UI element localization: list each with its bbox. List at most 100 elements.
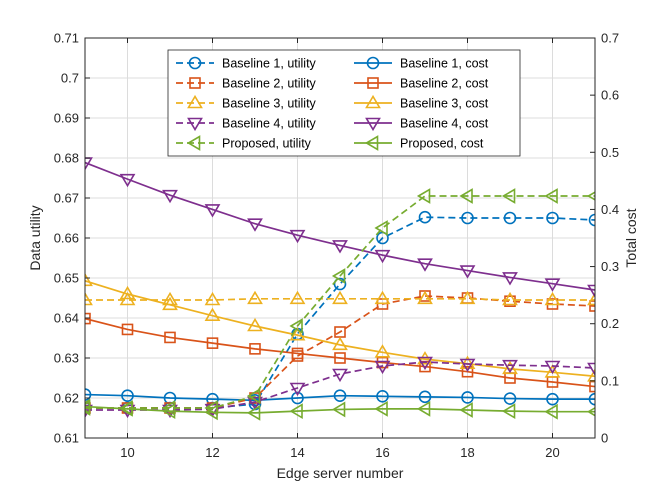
data-point (502, 272, 518, 286)
legend-label: Baseline 4, utility (222, 117, 317, 131)
data-point (501, 403, 516, 420)
legend-label: Proposed, utility (222, 137, 312, 151)
data-point (289, 403, 303, 420)
data-point (501, 188, 516, 204)
data-point (502, 359, 518, 374)
data-point (459, 358, 476, 373)
data-point (334, 352, 346, 364)
data-point (588, 392, 595, 406)
data-point (459, 188, 473, 204)
x-axis-label: Edge server number (277, 465, 404, 481)
series-baseline-1-cost (85, 388, 595, 407)
data-point (459, 290, 476, 305)
y-tick-label-left: 0.7 (61, 71, 79, 86)
legend-item: Baseline 1, utility (176, 57, 317, 71)
data-point (247, 396, 263, 411)
legend-item: Baseline 4, utility (176, 117, 317, 132)
data-point (332, 368, 348, 383)
data-point (586, 191, 595, 201)
data-point (586, 406, 595, 417)
legend-marker (365, 117, 381, 132)
data-point (589, 300, 595, 312)
series-proposed-cost (85, 398, 595, 421)
axes: 10 12 14 16 18 20 0.61 0.62 0.63 0.64 0.65 0.66 0.67… (54, 31, 619, 461)
data-point (332, 240, 348, 254)
data-point (544, 278, 561, 292)
data-point (121, 323, 134, 336)
data-point (289, 229, 306, 244)
series-line (85, 297, 595, 301)
data-point (291, 391, 304, 405)
y-axis-label-right: Total cost (623, 208, 639, 267)
data-point (374, 400, 388, 417)
data-point (587, 284, 595, 299)
y-tick-label-left: 0.65 (54, 271, 79, 286)
y-tick-label-left: 0.71 (54, 31, 79, 46)
data-point (85, 404, 93, 419)
legend-marker (188, 56, 202, 70)
data-point (461, 211, 474, 225)
data-point (164, 331, 176, 344)
legend-label: Baseline 3, utility (222, 97, 317, 111)
x-tick-label: 20 (545, 445, 559, 460)
series-line (85, 161, 595, 291)
data-point (119, 400, 133, 417)
data-point (161, 403, 176, 420)
y-tick-label-left: 0.61 (54, 431, 79, 446)
y-tick-label-left: 0.69 (54, 111, 79, 126)
data-point (249, 343, 261, 355)
data-point (247, 290, 263, 305)
data-point (588, 213, 595, 227)
x-tick-label: 16 (375, 445, 389, 460)
legend-item: Baseline 3, utility (176, 94, 317, 111)
data-point (546, 392, 559, 406)
x-tick-label: 12 (205, 445, 219, 460)
x-tick-label: 18 (460, 445, 474, 460)
data-point (85, 157, 93, 171)
y-tick-label-left: 0.68 (54, 151, 79, 166)
data-point (85, 398, 91, 415)
y-tick-label-right: 0.3 (601, 259, 619, 274)
data-point (503, 211, 517, 225)
data-point (374, 249, 391, 264)
data-point (289, 327, 306, 341)
data-point (502, 360, 518, 375)
data-point (418, 210, 432, 224)
data-point (333, 389, 347, 403)
legend-item: Proposed, utility (176, 135, 312, 151)
data-point (502, 291, 518, 306)
data-point (119, 173, 136, 188)
y-tick-label-left: 0.63 (54, 351, 79, 366)
legend: Baseline 1, utility Baseline 1, cost Basel… (167, 49, 521, 157)
data-point (85, 272, 93, 287)
data-point (418, 390, 432, 404)
data-point (247, 218, 263, 232)
data-point (546, 211, 559, 225)
data-point (162, 296, 178, 311)
data-point (332, 290, 348, 305)
data-point (119, 285, 136, 300)
data-point (417, 258, 433, 272)
legend-item: Baseline 2, utility (176, 77, 317, 91)
legend-marker (364, 135, 379, 151)
legend-label: Proposed, cost (400, 137, 484, 151)
series-line (85, 295, 595, 409)
data-point (247, 317, 263, 332)
legend-item: Baseline 2, cost (354, 77, 489, 91)
legend-marker (367, 77, 379, 89)
data-point (544, 364, 561, 378)
legend-label: Baseline 2, cost (400, 77, 489, 91)
y-tick-label-right: 0.4 (601, 202, 619, 217)
data-point (461, 391, 474, 404)
legend-marker (186, 135, 201, 151)
series-line (85, 361, 595, 411)
data-point (331, 268, 346, 284)
data-point (374, 290, 391, 305)
data-point (289, 318, 303, 334)
y-tick-label-left: 0.64 (54, 311, 79, 326)
data-point (587, 368, 595, 382)
y-tick-label-left: 0.67 (54, 191, 79, 206)
data-point (331, 401, 346, 418)
data-point (246, 388, 261, 404)
